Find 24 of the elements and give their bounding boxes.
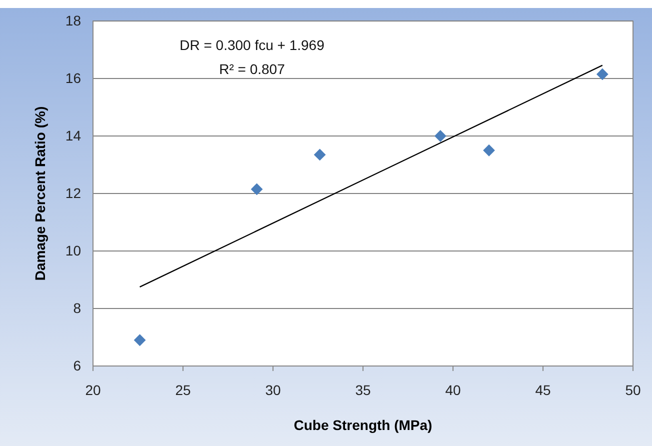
- x-tick-label: 35: [355, 382, 371, 398]
- point: [314, 148, 326, 161]
- y-tick-label: 14: [65, 127, 82, 144]
- y-tick-label: 16: [65, 70, 82, 86]
- point: [434, 130, 446, 142]
- annotation: R² = 0.807: [219, 61, 286, 77]
- y-tick-label: 18: [65, 12, 82, 28]
- x-tick-label: 50: [625, 382, 641, 398]
- point: [250, 183, 263, 196]
- point: [134, 334, 146, 346]
- y-axis-title: Damage Percent Ratio (%): [32, 106, 48, 281]
- x-tick-label: 25: [175, 382, 191, 398]
- x-tick-label: 20: [85, 382, 101, 398]
- annotation: DR = 0.300 fcu + 1.969: [180, 37, 325, 53]
- point: [596, 68, 608, 80]
- x-tick-label: 45: [535, 382, 551, 398]
- point: [483, 144, 495, 156]
- x-tick-label: 40: [445, 382, 461, 398]
- y-tick-label: 10: [65, 242, 82, 258]
- x-tick-label: 30: [265, 382, 281, 398]
- y-tick-label: 6: [73, 357, 82, 374]
- x-axis-title: Cube Strength (MPa): [294, 417, 432, 433]
- y-tick-label: 12: [65, 184, 82, 201]
- y-tick-label: 8: [73, 300, 82, 316]
